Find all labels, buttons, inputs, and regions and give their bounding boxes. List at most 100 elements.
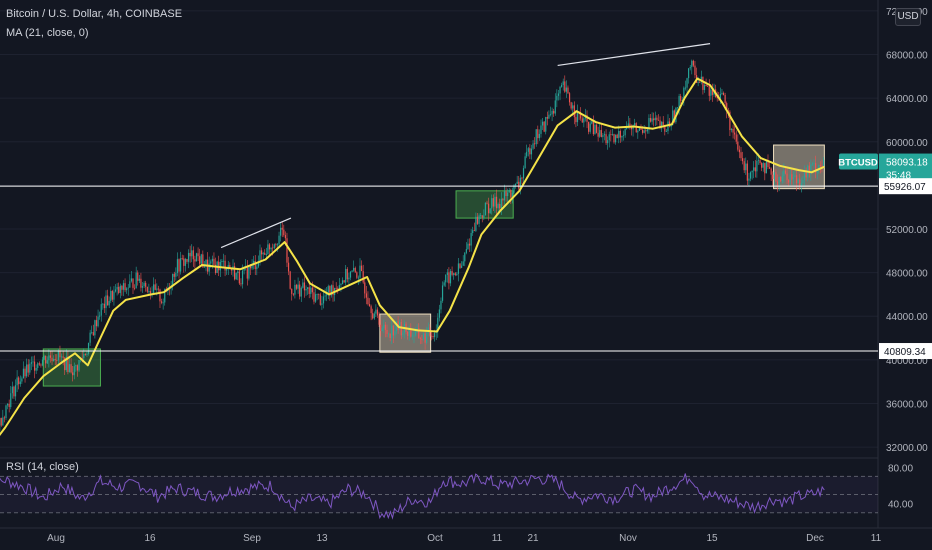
candle-body — [551, 110, 553, 115]
candle-body — [410, 329, 412, 337]
candle-body — [602, 135, 604, 137]
candle-body — [264, 252, 266, 255]
candle-body — [5, 405, 7, 419]
candle-body — [191, 250, 193, 257]
candle-body — [241, 270, 244, 285]
chart-title: Bitcoin / U.S. Dollar, 4h, COINBASE — [6, 8, 183, 20]
candle-body — [351, 270, 353, 272]
candle-body — [691, 60, 693, 68]
candle-body — [289, 271, 291, 289]
candle-body — [738, 149, 741, 153]
candle-body — [514, 183, 517, 186]
candle-body — [599, 130, 601, 137]
candle-body — [702, 76, 704, 90]
candle-body — [443, 282, 445, 286]
candle-body — [26, 364, 28, 377]
candle-body — [773, 172, 775, 180]
candle-body — [481, 215, 483, 218]
candle-body — [227, 265, 229, 269]
candle-body — [160, 301, 163, 303]
candle-body — [305, 288, 307, 291]
candle-body — [799, 179, 801, 186]
currency-button[interactable]: USD — [895, 8, 921, 26]
time-axis[interactable]: Aug 16 Sep 13 Oct 11 21 Nov 15 Dec 11 — [47, 533, 882, 544]
candle-body — [122, 283, 125, 290]
candle-body — [759, 160, 761, 164]
candle-body — [724, 95, 726, 104]
candle-body — [445, 275, 447, 283]
candle-body — [697, 82, 699, 83]
candle-body — [743, 161, 745, 171]
rsi-legend[interactable]: RSI (14, close) — [6, 461, 79, 473]
candle-body — [311, 287, 313, 293]
candle-body — [237, 271, 239, 274]
candle-body — [754, 167, 756, 172]
candle-body — [280, 227, 282, 236]
candle-body — [256, 266, 258, 270]
candle-body — [300, 287, 302, 297]
candle-body — [240, 283, 242, 285]
candle-body — [364, 282, 366, 294]
candle-body — [511, 192, 514, 198]
candle-body — [434, 332, 436, 338]
candle-body — [133, 287, 136, 289]
candle-body — [67, 356, 69, 373]
candle-body — [426, 332, 428, 343]
candle-body — [597, 132, 599, 137]
candle-body — [468, 243, 471, 246]
candle-body — [605, 134, 607, 144]
time-tick-label: 21 — [527, 533, 539, 544]
candle-body — [27, 364, 29, 373]
candle-body — [292, 293, 294, 295]
price-tick-label: 52000.00 — [886, 225, 928, 236]
candle-body — [661, 121, 663, 129]
candle-body — [611, 134, 614, 135]
candle-body — [489, 208, 491, 214]
candle-body — [314, 294, 317, 302]
price-grid — [0, 0, 932, 529]
candle-body — [59, 351, 61, 358]
candle-body — [62, 356, 64, 358]
candle-body — [449, 271, 452, 284]
candle-body — [576, 111, 579, 123]
candle-body — [327, 286, 329, 295]
candle-body — [556, 95, 558, 101]
candle-body — [561, 84, 563, 87]
candle-body — [257, 262, 260, 267]
candle-body — [446, 272, 448, 276]
candle-body — [573, 105, 575, 118]
candle-body — [788, 180, 790, 183]
candle-body — [303, 282, 306, 291]
candle-body — [581, 118, 583, 123]
candle-body — [414, 329, 417, 336]
candle-body — [741, 158, 744, 162]
ma-legend[interactable]: MA (21, close, 0) — [6, 27, 89, 39]
candle-body — [637, 130, 639, 133]
candle-body — [502, 198, 504, 201]
candle-body — [187, 252, 190, 262]
candle-body — [797, 179, 799, 184]
rsi-panel — [0, 473, 878, 520]
candle-body — [592, 121, 594, 135]
candle-body — [813, 163, 815, 164]
candle-body — [534, 143, 536, 145]
candle-body — [172, 273, 174, 286]
candle-body — [537, 129, 539, 139]
candle-body — [672, 110, 674, 126]
candle-body — [86, 353, 88, 355]
candle-body — [56, 360, 58, 361]
candle-body — [751, 170, 753, 173]
candle-body — [197, 253, 199, 257]
candle-body — [238, 271, 240, 284]
candle-body — [14, 385, 17, 397]
candle-body — [337, 288, 339, 290]
candle-body — [319, 294, 321, 305]
ma-line — [0, 77, 825, 436]
price-axis[interactable]: 72000.0068000.0064000.0060000.0056000.00… — [886, 7, 928, 511]
candle-body — [205, 259, 207, 267]
candle-body — [800, 183, 802, 186]
candle-body — [640, 127, 642, 130]
candle-body — [462, 261, 464, 266]
candle-body — [373, 313, 375, 319]
